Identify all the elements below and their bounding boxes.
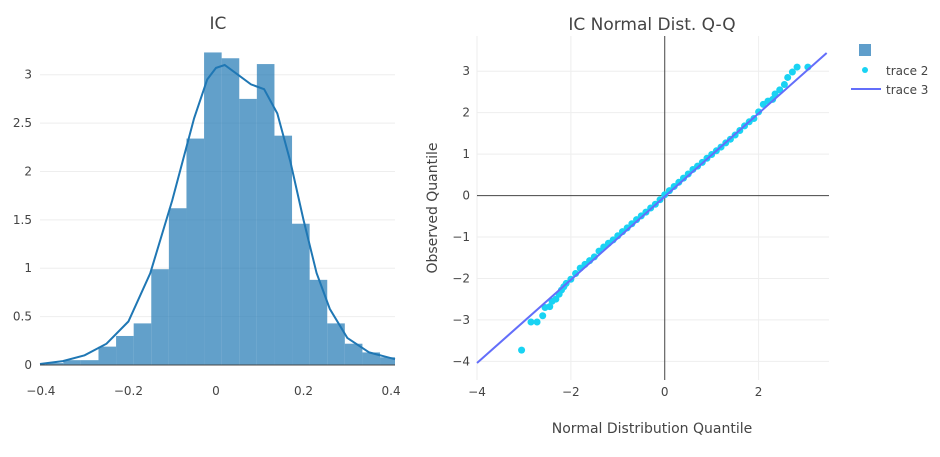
histogram-bar bbox=[221, 58, 240, 365]
histogram-bar bbox=[116, 335, 134, 365]
x-tick-label: 0 bbox=[661, 385, 669, 399]
histogram-bar bbox=[204, 52, 222, 365]
histogram-bar bbox=[380, 357, 395, 365]
qq-point bbox=[527, 318, 535, 326]
legend-label-trace-2[interactable]: trace 2 bbox=[886, 64, 928, 78]
y-tick-label: 2.5 bbox=[13, 116, 32, 130]
qq-point bbox=[776, 86, 784, 94]
y-tick-label: 3 bbox=[462, 64, 470, 78]
legend-label-trace-3[interactable]: trace 3 bbox=[886, 83, 928, 97]
y-tick-label: 1.5 bbox=[13, 213, 32, 227]
histogram-bar bbox=[274, 135, 293, 365]
qq-point bbox=[552, 295, 560, 303]
qq-title: IC Normal Dist. Q-Q bbox=[568, 15, 735, 35]
y-tick-label: −4 bbox=[452, 354, 470, 368]
histogram-bar bbox=[63, 360, 81, 365]
histogram-title: IC bbox=[210, 14, 227, 34]
histogram-bar bbox=[344, 343, 363, 365]
y-tick-label: 2 bbox=[462, 106, 470, 120]
histogram-bar bbox=[151, 269, 169, 365]
histogram-bar bbox=[256, 64, 275, 365]
qq-gridlines bbox=[476, 36, 829, 380]
legend-swatch-trace-2[interactable] bbox=[862, 67, 868, 73]
qq-point bbox=[771, 90, 779, 98]
y-tick-label: 1 bbox=[24, 261, 32, 275]
x-tick-label: −0.2 bbox=[114, 384, 143, 398]
qq-point bbox=[788, 68, 796, 76]
qq-point bbox=[793, 63, 801, 71]
qq-x-ticks: −4 −2 0 2 bbox=[468, 385, 762, 399]
qq-point bbox=[780, 80, 788, 88]
qq-y-ticks: −4 −3 −2 −1 0 1 2 3 bbox=[452, 64, 470, 368]
y-tick-label: −2 bbox=[452, 271, 470, 285]
qq-point bbox=[665, 187, 673, 195]
histogram-bar bbox=[327, 323, 345, 365]
x-tick-label: −2 bbox=[562, 385, 580, 399]
x-tick-label: 2 bbox=[755, 385, 763, 399]
y-tick-label: −3 bbox=[452, 313, 470, 327]
qq-y-axis-label: Observed Quantile bbox=[425, 142, 441, 273]
histogram-bar bbox=[309, 279, 328, 365]
x-tick-label: 0.4 bbox=[382, 384, 401, 398]
y-tick-label: −1 bbox=[452, 230, 470, 244]
qq-reference-line bbox=[476, 52, 828, 364]
y-tick-label: 3 bbox=[24, 68, 32, 82]
qq-x-axis-label: Normal Distribution Quantile bbox=[552, 421, 752, 437]
qq-point bbox=[784, 73, 792, 81]
qq-point bbox=[628, 220, 636, 228]
histogram-bar bbox=[292, 223, 310, 365]
x-tick-label: 0.2 bbox=[294, 384, 313, 398]
x-tick-label: −4 bbox=[468, 385, 486, 399]
qq-point bbox=[661, 191, 669, 199]
histogram-panel: −0.4 −0.2 0 0.2 0.4 0 0.5 1 1.5 2 2.5 3 IC bbox=[13, 14, 401, 398]
histogram-bar bbox=[133, 323, 152, 365]
x-tick-label: −0.4 bbox=[26, 384, 55, 398]
histogram-bar bbox=[362, 352, 381, 365]
qq-point bbox=[539, 312, 547, 320]
histogram-bar bbox=[239, 98, 257, 365]
histogram-bar bbox=[186, 138, 205, 365]
histogram-x-ticks: −0.4 −0.2 0 0.2 0.4 bbox=[26, 384, 400, 398]
histogram-bar bbox=[168, 208, 187, 365]
qq-point bbox=[684, 170, 692, 178]
kde-line bbox=[39, 63, 396, 365]
qq-point bbox=[670, 182, 678, 190]
qq-point bbox=[533, 318, 541, 326]
y-tick-label: 0 bbox=[462, 189, 470, 203]
qq-point bbox=[680, 174, 688, 182]
y-tick-label: 1 bbox=[462, 147, 470, 161]
histogram-y-ticks: 0 0.5 1 1.5 2 2.5 3 bbox=[13, 68, 32, 372]
y-tick-label: 2 bbox=[24, 164, 32, 178]
qq-point bbox=[623, 224, 631, 232]
histogram-bars bbox=[45, 52, 395, 365]
legend[interactable]: trace 2 trace 3 bbox=[851, 44, 928, 97]
qq-point bbox=[675, 178, 683, 186]
legend-swatch-bar[interactable] bbox=[859, 44, 871, 56]
y-tick-label: 0 bbox=[24, 358, 32, 372]
qq-point bbox=[518, 346, 526, 354]
qq-point bbox=[633, 216, 641, 224]
qq-zero-lines bbox=[477, 36, 829, 380]
histogram-bar bbox=[45, 363, 64, 365]
histogram-bar bbox=[98, 346, 117, 365]
qq-point bbox=[546, 303, 554, 311]
histogram-bar bbox=[80, 360, 99, 365]
y-tick-label: 0.5 bbox=[13, 310, 32, 324]
x-tick-label: 0 bbox=[212, 384, 220, 398]
